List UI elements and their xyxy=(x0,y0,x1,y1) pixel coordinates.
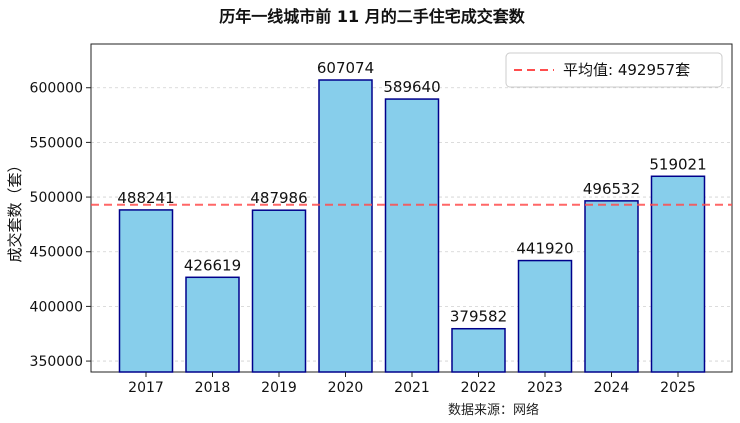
x-tick-label-2023: 2023 xyxy=(527,380,563,396)
y-tick-label: 550000 xyxy=(30,135,83,151)
y-tick-label: 350000 xyxy=(30,354,83,370)
bar-value-label-2019: 487986 xyxy=(250,189,307,207)
y-tick-label: 450000 xyxy=(30,245,83,261)
bar-value-label-2022: 379582 xyxy=(450,308,507,326)
x-tick-label-2020: 2020 xyxy=(328,380,364,396)
bar-value-label-2024: 496532 xyxy=(583,180,640,198)
data-source: 数据来源：网络 xyxy=(448,402,539,418)
y-tick-label: 500000 xyxy=(30,190,83,206)
watermark: 搜狐号@搜狐焦点南宁站 xyxy=(560,399,714,416)
x-tick-label-2024: 2024 xyxy=(594,380,630,396)
bar-2021 xyxy=(384,98,440,373)
x-tick-label-2025: 2025 xyxy=(660,380,696,396)
legend: 平均值: 492957套 xyxy=(505,52,723,88)
y-tick-label: 600000 xyxy=(30,81,83,97)
bar-value-label-2018: 426619 xyxy=(184,256,241,274)
bar-2017 xyxy=(118,209,174,373)
x-tick-label-2022: 2022 xyxy=(461,380,497,396)
x-tick-label-2021: 2021 xyxy=(394,380,430,396)
x-ticks: 2017 2018 2019 2020 2021 2022 2023 2024 2025 xyxy=(128,372,696,396)
bar-value-label-2017: 488241 xyxy=(117,189,174,207)
bar-value-label-2023: 441920 xyxy=(516,240,573,258)
bar-2018 xyxy=(185,276,240,373)
bar-labels: 488241 426619 487986 607074 589640 379582 4419… xyxy=(117,59,706,326)
x-tick-label-2018: 2018 xyxy=(195,380,231,396)
legend-box xyxy=(505,52,723,88)
bar-2020 xyxy=(318,79,373,373)
chart-title: 历年一线城市前 11 月的二手住宅成交套数 xyxy=(219,7,525,26)
bar-2019 xyxy=(251,209,307,373)
y-tick-label: 400000 xyxy=(30,299,83,315)
y-ticks: 350000 400000 450000 500000 550000 600000 xyxy=(30,81,91,370)
bar-2022 xyxy=(451,327,506,373)
bar-2023 xyxy=(517,259,573,373)
x-tick-label-2019: 2019 xyxy=(261,380,297,396)
x-tick-label-2017: 2017 xyxy=(128,380,164,396)
bar-value-label-2021: 589640 xyxy=(383,78,440,96)
bar-value-label-2020: 607074 xyxy=(317,59,374,77)
y-axis-label: 成交套数（套） xyxy=(6,157,24,262)
bar-2025 xyxy=(650,175,706,373)
bar-value-label-2025: 519021 xyxy=(649,155,706,173)
bar-2024 xyxy=(584,200,639,373)
bars xyxy=(118,79,706,373)
legend-average-label: 平均值: 492957套 xyxy=(563,61,690,79)
